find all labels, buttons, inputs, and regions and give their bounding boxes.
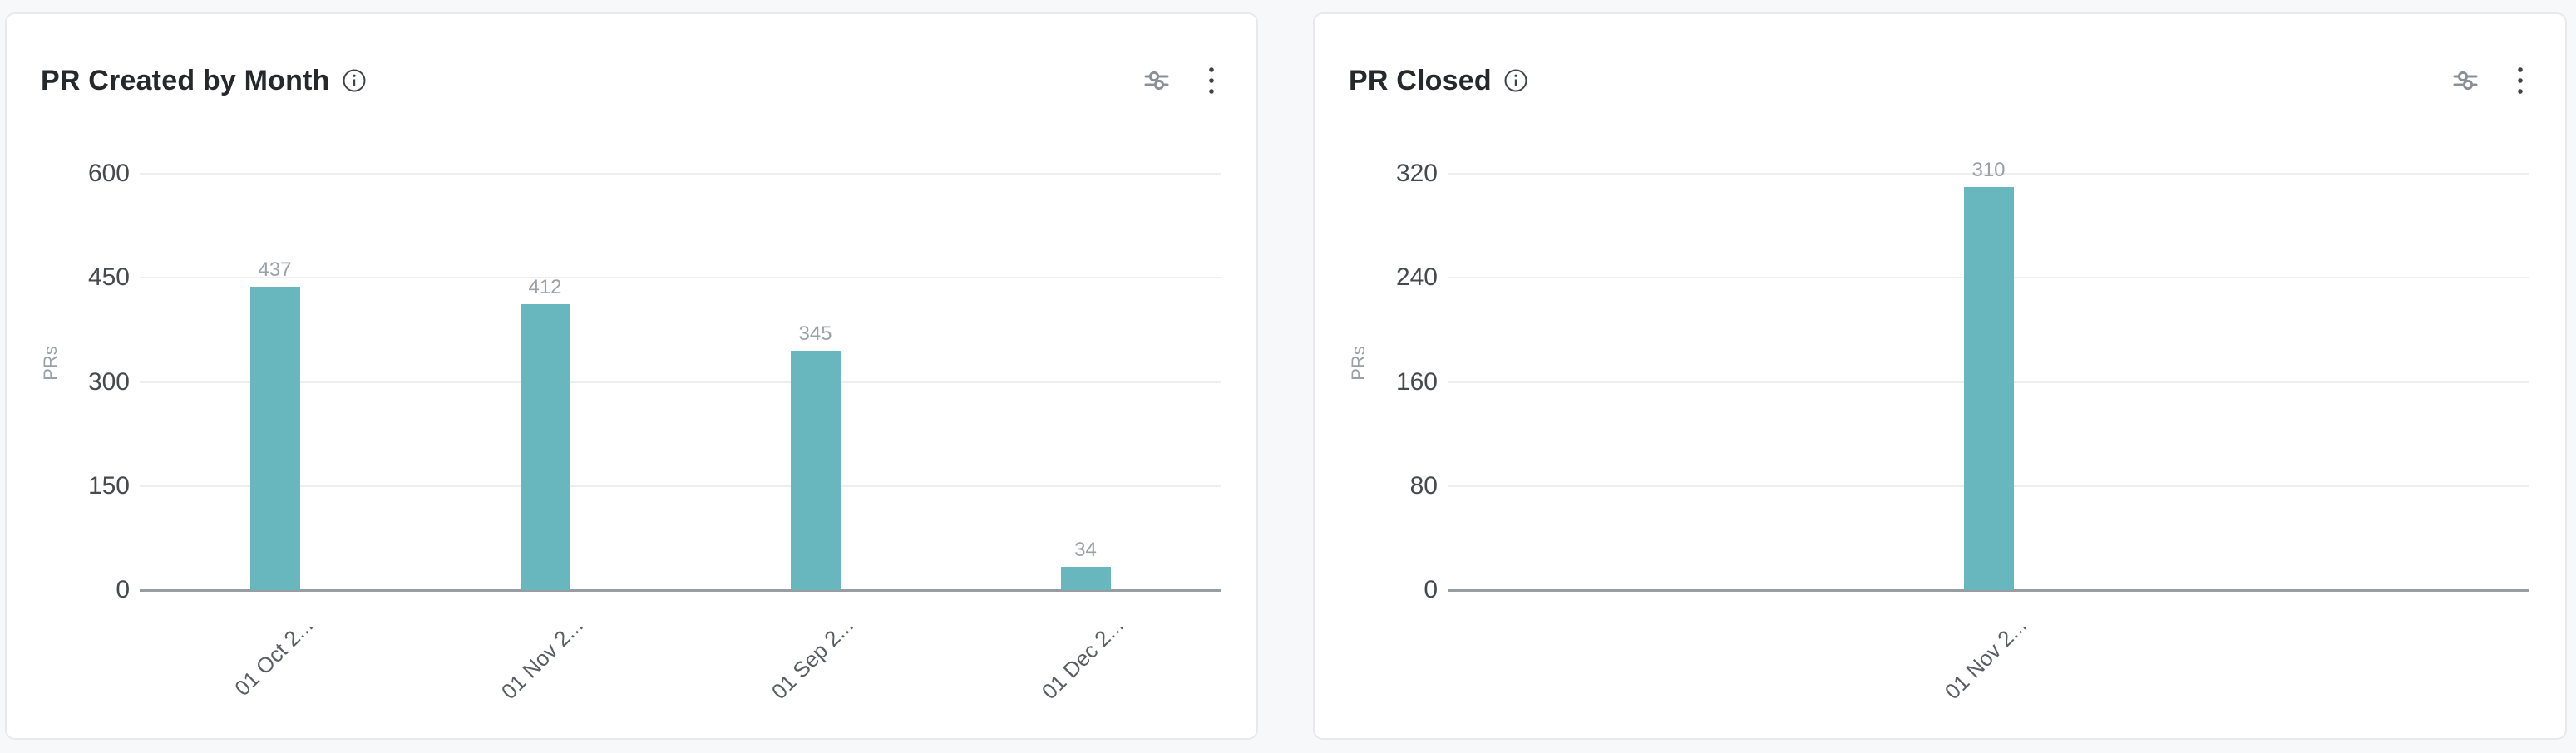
bar-value-label: 310 <box>1971 158 2006 181</box>
filter-sliders-icon[interactable] <box>1143 67 1170 94</box>
y-tick-label: 600 <box>87 160 130 187</box>
pr-created-by-month-card: PR Created by Month <box>5 12 1258 740</box>
info-icon[interactable] <box>1503 68 1528 93</box>
bar-value-label: 437 <box>258 258 292 282</box>
y-tick-label: 450 <box>87 263 130 292</box>
y-tick-label: 160 <box>1395 367 1438 396</box>
info-icon[interactable] <box>342 68 367 93</box>
filter-sliders-icon[interactable] <box>2452 67 2479 94</box>
x-axis-line <box>1448 589 2529 592</box>
y-axis-title: PRs <box>40 346 61 381</box>
card-title: PR Closed <box>1349 64 1492 96</box>
bar-01-nov-2-[interactable] <box>1963 186 2014 590</box>
x-tick-label: 01 Oct 2... <box>229 613 318 701</box>
kebab-menu-icon[interactable] <box>1207 66 1216 96</box>
y-axis-title: PRs <box>1348 346 1369 381</box>
gridline <box>140 277 1221 279</box>
x-tick-label: 01 Nov 2... <box>496 613 588 705</box>
bar-chart: 0 150 300 450 600 PRs 437 01 Oct 2... 412 01 Nov … <box>7 14 1256 738</box>
bar-01-oct-2-[interactable] <box>249 287 300 590</box>
bar-value-label: 345 <box>798 322 832 345</box>
bar-01-sep-2-[interactable] <box>790 350 841 590</box>
bar-value-label: 34 <box>1074 538 1097 561</box>
bar-value-label: 412 <box>528 275 562 298</box>
y-tick-label: 300 <box>87 367 130 396</box>
gridline <box>140 381 1221 383</box>
gridline <box>140 173 1221 175</box>
gridline <box>1448 173 2529 175</box>
card-header: PR Created by Month <box>41 64 1216 97</box>
pr-closed-card: PR Closed <box>1313 12 2567 740</box>
x-axis-line <box>140 589 1221 592</box>
y-tick-label: 80 <box>1409 471 1438 500</box>
y-tick-label: 320 <box>1395 160 1438 187</box>
card-header: PR Closed <box>1349 64 2525 97</box>
y-tick-label: 0 <box>1424 576 1438 603</box>
y-tick-label: 150 <box>87 471 130 500</box>
gridline <box>140 485 1221 487</box>
x-tick-label: 01 Dec 2... <box>1036 613 1128 705</box>
y-tick-label: 0 <box>116 576 130 603</box>
bar-01-nov-2-[interactable] <box>520 303 570 590</box>
x-tick-label: 01 Sep 2... <box>766 613 858 705</box>
kebab-menu-icon[interactable] <box>2515 66 2525 96</box>
x-tick-label: 01 Nov 2... <box>1939 613 2031 705</box>
bar-01-dec-2-[interactable] <box>1060 566 1111 590</box>
y-tick-label: 240 <box>1395 263 1438 292</box>
bar-chart: 0 80 160 240 320 PRs 310 01 Nov 2... <box>1315 14 2565 738</box>
card-title: PR Created by Month <box>41 64 330 96</box>
